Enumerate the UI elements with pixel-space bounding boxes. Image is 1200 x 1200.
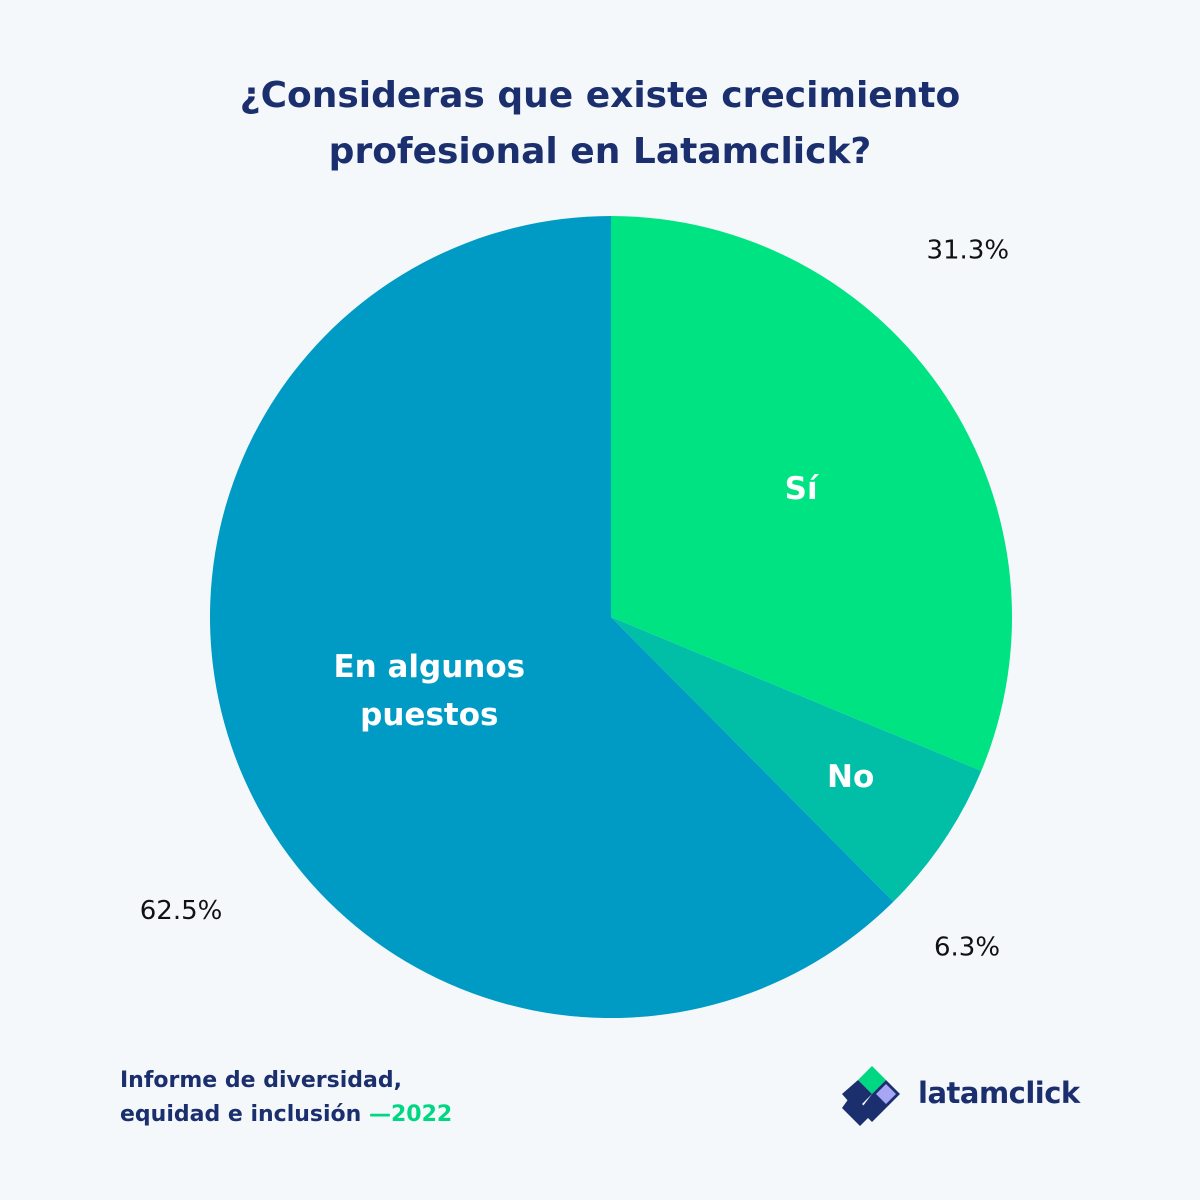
pie-slice-1 [611,617,982,902]
chart-title: ¿Consideras que existe crecimiento profe… [0,68,1200,180]
latamclick-diamond-logo-icon [842,1066,900,1126]
pie-slice-value-2: 62.5% [140,896,223,926]
report-year: —2022 [368,1102,453,1127]
report-caption-line-1: Informe de diversidad, [120,1068,402,1093]
pie-slice-label-1: No [827,759,874,795]
brand-name: latamclick [918,1076,1080,1110]
pie-slices [210,216,1013,1018]
pie-slice-label-0: Sí [785,471,819,507]
chart-title-line-2: profesional en Latamclick? [328,131,872,172]
pie-labels: Sí 31.3% No 6.3% En algunos puestos 62.5% [140,236,1009,963]
pie-slice-value-1: 6.3% [934,932,1000,962]
pie-slice-0 [611,216,1013,771]
pie-slice-label-2: En algunos puestos [333,648,525,732]
report-caption-line-2: equidad e inclusión —2022 [120,1098,452,1132]
chart-title-line-1: ¿Consideras que existe crecimiento [239,75,961,116]
pie-slice-2 [210,216,894,1018]
report-caption-subtitle: equidad e inclusión [120,1102,362,1127]
report-caption: Informe de diversidad, equidad e inclusi… [120,1064,452,1132]
brand-logo: latamclick [840,1062,1100,1132]
pie-slice-value-0: 31.3% [926,236,1009,266]
